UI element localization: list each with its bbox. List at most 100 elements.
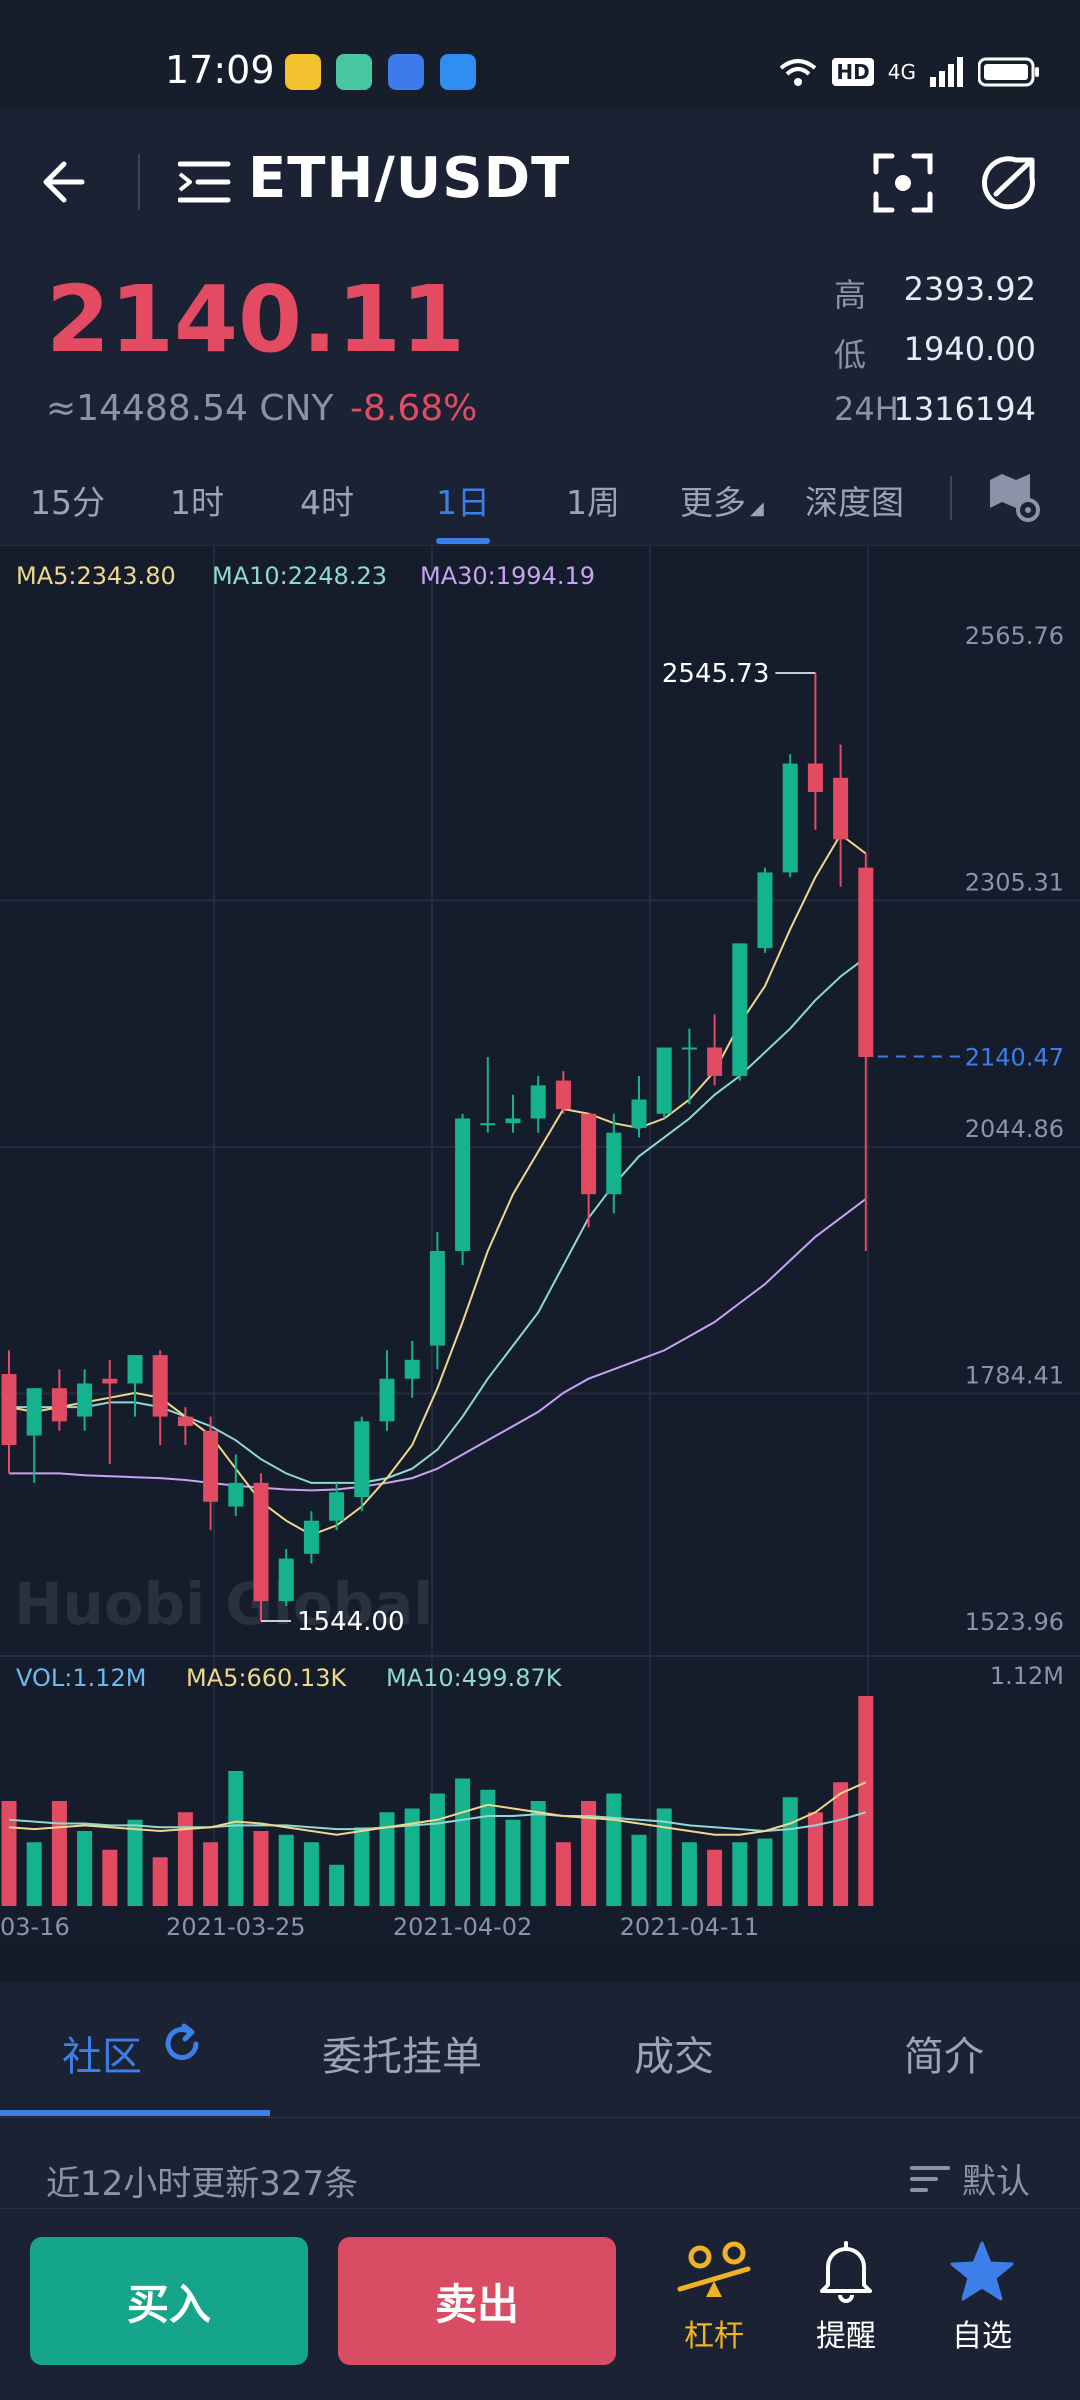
- tab-15m[interactable]: 15分: [30, 483, 105, 522]
- candle-up: [782, 763, 798, 873]
- tab-more-label: 更多: [680, 483, 746, 522]
- tab-depth[interactable]: 深度图: [805, 483, 904, 522]
- candle-up: [303, 1520, 319, 1554]
- alert-label: 提醒: [816, 2319, 876, 2354]
- kline-chart[interactable]: 2565.76 2305.31 2044.86 1784.41 1523.96 Huobi…: [0, 546, 1080, 1946]
- trading-pair[interactable]: ETH/USDT: [248, 146, 571, 211]
- volume-bar: [379, 1812, 395, 1906]
- volume-bar: [278, 1834, 294, 1906]
- candle-up: [656, 1047, 672, 1114]
- volume-ma10-line: [8, 1811, 867, 1833]
- volume-bar: [555, 1842, 571, 1906]
- share-icon[interactable]: [976, 150, 1042, 216]
- candle-down: [581, 1113, 597, 1195]
- candle-down: [102, 1378, 118, 1384]
- volume-bar: [77, 1831, 93, 1906]
- alert-button[interactable]: 提醒: [776, 2239, 916, 2369]
- volume-bar: [127, 1819, 143, 1906]
- volume-bar: [354, 1827, 370, 1906]
- leverage-button[interactable]: 杠杆: [644, 2239, 784, 2369]
- volume-bar: [480, 1789, 496, 1906]
- refresh-icon[interactable]: [160, 2022, 204, 2066]
- candle-up: [429, 1250, 445, 1346]
- tab-trades[interactable]: 成交: [634, 2034, 714, 2080]
- tab-more[interactable]: 更多 ◢: [680, 476, 764, 524]
- volume-bar: [530, 1801, 546, 1906]
- candle-up: [455, 1118, 471, 1251]
- ma5-legend: MA5:2343.80: [16, 562, 176, 590]
- volume-bar: [455, 1778, 471, 1906]
- tab-1h[interactable]: 1时: [170, 483, 224, 522]
- favorite-button[interactable]: 自选: [912, 2239, 1052, 2369]
- cny-price: ≈14488.54 CNY: [46, 388, 334, 429]
- price-change: -8.68%: [350, 388, 478, 429]
- tab-4h[interactable]: 4时: [300, 483, 354, 522]
- volume-bar: [606, 1793, 622, 1906]
- active-bottom-tab-indicator: [0, 2110, 270, 2116]
- x-axis-label: 2021-04-11: [620, 1913, 759, 1941]
- weibo-app-icon: [285, 54, 321, 90]
- candle-down: [253, 1482, 269, 1602]
- volume-bar: [152, 1857, 168, 1906]
- candle-down: [152, 1355, 168, 1417]
- volume-bar: [253, 1831, 269, 1906]
- buy-button[interactable]: 买入: [30, 2237, 308, 2365]
- volume-ma5-line: [8, 1781, 867, 1836]
- blue-app-icon: [388, 54, 424, 90]
- green-app-icon: [336, 54, 372, 90]
- bell-icon: [820, 2241, 872, 2303]
- screenshot-icon[interactable]: [870, 150, 936, 216]
- sort-button[interactable]: 默认: [910, 2154, 1030, 2203]
- candle-up: [757, 872, 773, 949]
- leverage-icon: [677, 2241, 751, 2297]
- battery-icon: [978, 57, 1039, 87]
- tab-1w[interactable]: 1周: [566, 483, 620, 522]
- candle-down: [51, 1388, 67, 1422]
- candle-up: [732, 943, 748, 1076]
- favorite-label: 自选: [952, 2319, 1012, 2354]
- volume-bar: [26, 1842, 42, 1906]
- tab-community[interactable]: 社区: [62, 2034, 142, 2080]
- candle-down: [833, 777, 849, 840]
- volume-bar: [782, 1797, 798, 1906]
- volume-bar: [858, 1696, 874, 1906]
- feed-header: 近12小时更新327条 默认: [0, 2118, 1080, 2208]
- volume-bar: [807, 1812, 823, 1906]
- candle-down: [177, 1416, 193, 1427]
- trade-action-bar: 买入 卖出 杠杆 提醒 自选: [0, 2208, 1080, 2400]
- volume-bar: [1, 1801, 17, 1906]
- back-arrow-icon[interactable]: [30, 144, 106, 220]
- market-list-icon[interactable]: [178, 158, 232, 206]
- current-price-tag: 2140.47: [965, 1044, 1064, 1072]
- tab-open-orders[interactable]: 委托挂单: [322, 2034, 482, 2080]
- candle-down: [555, 1080, 571, 1110]
- chart-settings-icon[interactable]: [986, 472, 1042, 522]
- header: ETH/USDT: [0, 108, 1080, 256]
- volume-bar: [429, 1793, 445, 1906]
- high-label: 高: [834, 276, 867, 314]
- candle-up: [606, 1132, 622, 1195]
- volume-bar: [581, 1801, 597, 1906]
- min-price-label: 1544.00: [297, 1607, 405, 1637]
- volume-bar: [833, 1782, 849, 1906]
- candle-up: [278, 1558, 294, 1602]
- candle-up: [127, 1355, 143, 1384]
- candle-down: [203, 1430, 219, 1502]
- low-value: 1940.00: [903, 330, 1036, 368]
- sort-icon: [910, 2165, 950, 2192]
- candle-up: [329, 1492, 345, 1521]
- volume-24h-value: 1316194: [893, 390, 1036, 428]
- candle-up: [480, 1123, 496, 1126]
- high-value: 2393.92: [903, 270, 1036, 308]
- candle-down: [858, 867, 874, 1057]
- volume-bar: [707, 1849, 723, 1906]
- sell-button[interactable]: 卖出: [338, 2237, 616, 2365]
- candle-up: [404, 1359, 420, 1379]
- candle-up: [530, 1085, 546, 1119]
- tab-1d[interactable]: 1日: [436, 483, 490, 522]
- ma5-line: [8, 833, 867, 1537]
- candle-down: [707, 1047, 723, 1076]
- tab-intro[interactable]: 简介: [904, 2034, 984, 2080]
- candle-down: [1, 1374, 17, 1445]
- kline-canvas: 2565.76 2305.31 2044.86 1784.41 1523.96 Huobi…: [0, 546, 1080, 1941]
